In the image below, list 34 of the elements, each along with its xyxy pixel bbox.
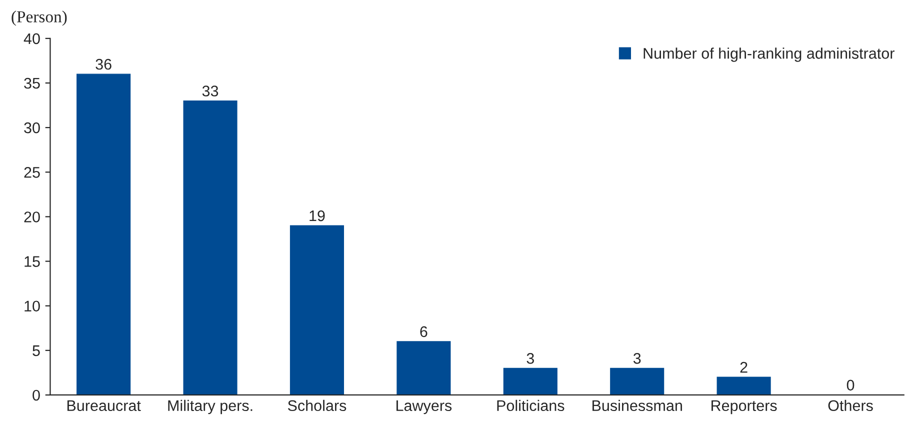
y-axis-title: (Person) bbox=[12, 10, 67, 26]
x-tick-label: Lawyers bbox=[396, 400, 452, 414]
x-tick-label: Military pers. bbox=[168, 400, 252, 414]
x-tick-label: Bureaucrat bbox=[67, 400, 141, 412]
bar bbox=[396, 341, 451, 395]
y-tick-label: 15 bbox=[24, 256, 40, 267]
data-label: 19 bbox=[310, 210, 325, 222]
data-label: 33 bbox=[202, 86, 218, 96]
x-tick-label: Reporters bbox=[712, 400, 777, 414]
legend-label: Number of high-ranking administrator bbox=[644, 48, 894, 62]
y-tick-label: 20 bbox=[24, 212, 40, 222]
x-tick-label: Politicians bbox=[497, 400, 564, 412]
bar bbox=[76, 74, 131, 395]
bar bbox=[183, 100, 238, 395]
bar bbox=[503, 368, 558, 395]
data-label: 6 bbox=[420, 326, 428, 338]
bar bbox=[716, 376, 771, 395]
y-tick-label: 35 bbox=[24, 78, 40, 89]
y-tick-label: 5 bbox=[32, 345, 40, 356]
data-label: 36 bbox=[96, 58, 112, 70]
y-tick-label: 10 bbox=[24, 300, 40, 312]
y-tick-label: 0 bbox=[32, 390, 40, 401]
x-tick-label: Others bbox=[828, 400, 873, 412]
data-label: 0 bbox=[846, 380, 854, 391]
data-label: 2 bbox=[740, 362, 748, 373]
data-label: 3 bbox=[526, 353, 534, 364]
x-tick-label: Scholars bbox=[288, 400, 346, 412]
bar bbox=[610, 368, 664, 395]
y-tick-label: 25 bbox=[24, 167, 40, 178]
data-label: 3 bbox=[633, 353, 641, 364]
x-tick-label: Businessman bbox=[592, 400, 682, 412]
y-tick-label: 40 bbox=[24, 33, 40, 44]
bar bbox=[290, 225, 344, 395]
y-tick-label: 30 bbox=[24, 122, 40, 134]
